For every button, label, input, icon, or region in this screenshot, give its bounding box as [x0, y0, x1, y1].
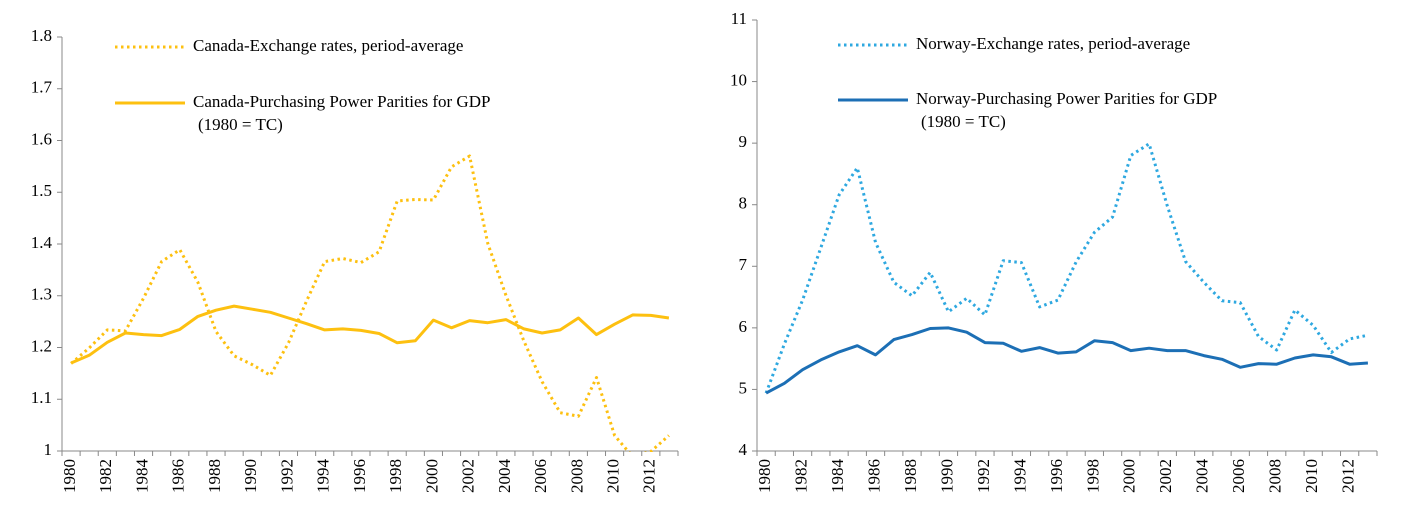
x-tick-label: 2012 — [640, 459, 659, 493]
x-tick-label: 1988 — [901, 459, 920, 493]
y-tick-label: 1.4 — [31, 233, 53, 252]
y-tick-label: 1.6 — [31, 129, 52, 148]
y-tick-label: 1 — [44, 440, 53, 459]
x-tick-label: 1990 — [241, 459, 260, 493]
y-tick-label: 4 — [739, 440, 748, 459]
series-line — [764, 142, 1369, 394]
legend-note: (1980 = TC) — [921, 112, 1006, 131]
y-tick-label: 10 — [730, 70, 747, 89]
x-tick-label: 1994 — [314, 459, 333, 494]
x-tick-label: 2004 — [495, 459, 514, 494]
x-tick-label: 1982 — [791, 459, 810, 493]
plot — [764, 142, 1369, 395]
x-tick-label: 2000 — [422, 459, 441, 493]
x-tick-label: 2004 — [1193, 459, 1212, 494]
y-tick-label: 1.1 — [31, 388, 52, 407]
x-tick-label: 2008 — [567, 459, 586, 493]
y-tick-label: 1.8 — [31, 26, 52, 45]
x-tick-label: 2006 — [1229, 459, 1248, 493]
x-tick-label: 1998 — [1083, 459, 1102, 493]
y-tick-label: 7 — [739, 255, 748, 274]
x-tick-label: 1984 — [132, 459, 151, 494]
y-tick-label: 5 — [739, 378, 748, 397]
x-tick-label: 2000 — [1120, 459, 1139, 493]
y-tick-label: 11 — [731, 9, 747, 28]
x-tick-label: 1992 — [277, 459, 296, 493]
x-tick-label: 1996 — [350, 459, 369, 493]
y-tick-label: 1.5 — [31, 181, 52, 200]
legend-label: Canada-Purchasing Power Parities for GDP — [193, 92, 490, 111]
plot — [70, 154, 670, 452]
y-tick-label: 9 — [739, 132, 748, 151]
x-tick-label: 2006 — [531, 459, 550, 493]
x-tick-label: 2008 — [1266, 459, 1285, 493]
x-tick-label: 1986 — [864, 459, 883, 493]
x-tick-label: 1994 — [1010, 459, 1029, 494]
legend-label: Norway-Purchasing Power Parities for GDP — [916, 89, 1217, 108]
x-tick-label: 1980 — [755, 459, 774, 493]
y-tick-label: 1.3 — [31, 285, 52, 304]
legend-label: Canada-Exchange rates, period-average — [193, 36, 463, 55]
series-line — [70, 304, 670, 365]
x-tick-label: 2002 — [1156, 459, 1175, 493]
series-line — [765, 326, 1368, 395]
y-tick-label: 1.7 — [31, 78, 53, 97]
x-tick-label: 1980 — [60, 459, 79, 493]
x-tick-label: 1986 — [169, 459, 188, 493]
y-tick-label: 6 — [739, 317, 748, 336]
x-tick-label: 1984 — [828, 459, 847, 494]
legend-label: Norway-Exchange rates, period-average — [916, 34, 1190, 53]
x-tick-label: 1996 — [1047, 459, 1066, 493]
x-tick-label: 2002 — [459, 459, 478, 493]
legend-note: (1980 = TC) — [198, 115, 283, 134]
x-tick-label: 2010 — [603, 459, 622, 493]
x-tick-label: 1988 — [205, 459, 224, 493]
x-tick-label: 1982 — [96, 459, 115, 493]
y-tick-label: 1.2 — [31, 336, 52, 355]
y-tick-label: 8 — [739, 194, 748, 213]
x-tick-label: 2010 — [1302, 459, 1321, 493]
x-tick-label: 1990 — [937, 459, 956, 493]
series-line — [70, 154, 670, 452]
x-tick-label: 1998 — [386, 459, 405, 493]
x-tick-label: 2012 — [1339, 459, 1358, 493]
x-tick-label: 1992 — [974, 459, 993, 493]
